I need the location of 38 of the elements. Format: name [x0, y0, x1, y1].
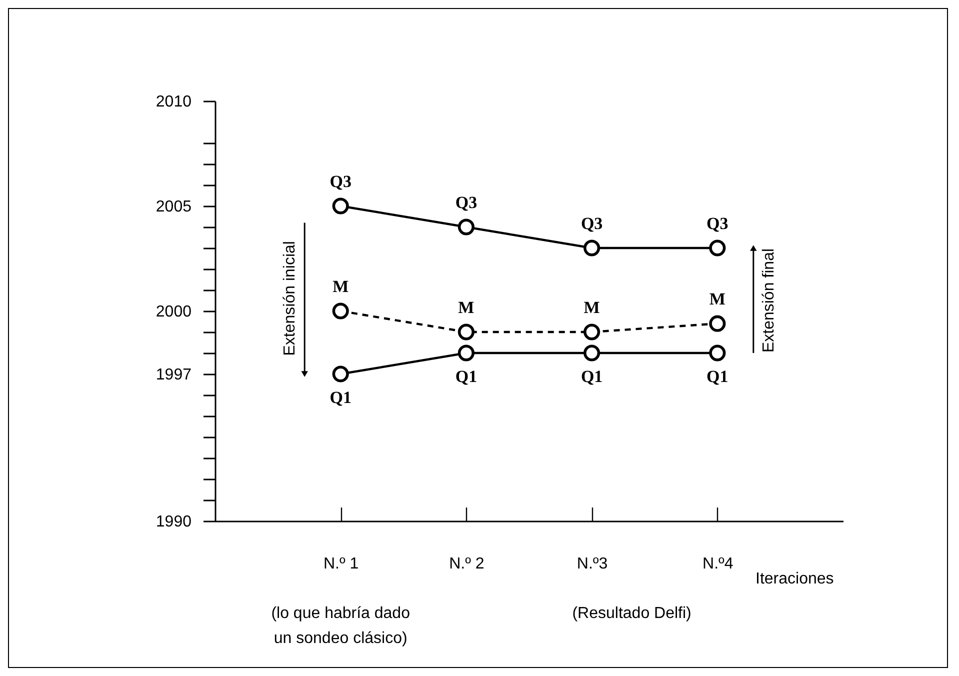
y-tick-label: 2000	[156, 304, 192, 320]
text: (Resultado Delfi)	[572, 605, 692, 622]
point	[332, 198, 349, 214]
text: (lo que habría dado un sondeo clásico)	[271, 605, 410, 647]
series-label: M	[709, 290, 726, 309]
point	[458, 218, 474, 236]
y-tick-label: 1997	[156, 366, 192, 384]
point	[709, 344, 726, 362]
text: Q1	[580, 367, 603, 386]
point	[458, 324, 474, 340]
y-tick-label: 1990	[156, 514, 192, 530]
text: M	[458, 298, 474, 317]
x-tick-label: N.º 1	[324, 556, 359, 572]
y-tick-label: 2005	[156, 198, 192, 216]
annotation: Extensión inicial	[282, 241, 299, 356]
series-label: Q3	[330, 172, 352, 191]
text: M	[332, 277, 349, 296]
point	[332, 302, 349, 320]
x-tick-label: N.º4	[702, 556, 734, 572]
text: Q3	[455, 193, 478, 212]
text: Q3	[706, 214, 728, 233]
point	[458, 344, 474, 362]
text: Q1	[706, 367, 728, 386]
text: Q1	[455, 367, 478, 386]
x-tick-label: N.º3	[576, 556, 608, 572]
point	[584, 344, 600, 362]
text: Q3	[580, 214, 603, 233]
point	[709, 315, 726, 332]
point	[584, 240, 600, 256]
x-tick-label: N.º 2	[449, 556, 484, 572]
y-tick-label: 2010	[156, 94, 192, 110]
text: M	[584, 298, 600, 317]
point	[332, 366, 349, 382]
point	[584, 324, 600, 340]
point	[709, 240, 726, 256]
annotation: Extensión final	[760, 248, 778, 353]
series-label: Q1	[330, 388, 352, 407]
x-axis-title: Iteraciones	[756, 570, 834, 588]
